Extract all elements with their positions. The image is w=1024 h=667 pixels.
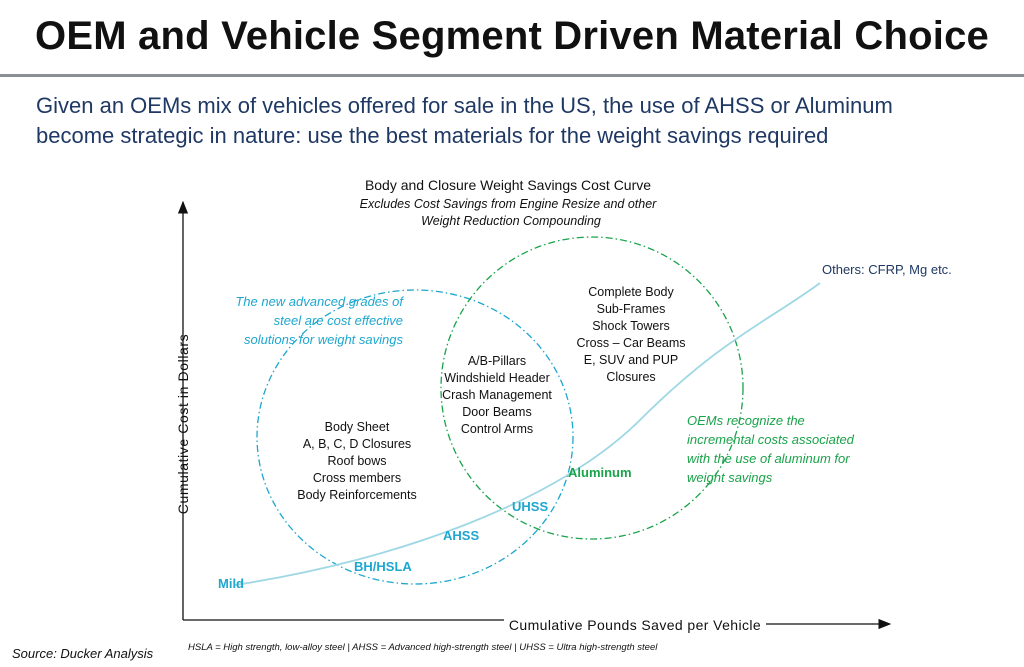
steel-part: Body Sheet [325, 420, 390, 434]
steel-note: The new advanced grades of steel are cos… [235, 294, 404, 347]
source-note: Source: Ducker Analysis [12, 646, 154, 661]
overlap-part: Windshield Header [444, 371, 550, 385]
abbreviations-note: HSLA = High strength, low-alloy steel | … [188, 642, 658, 653]
diagram-title: Body and Closure Weight Savings Cost Cur… [365, 177, 651, 193]
aluminum-note-line: with the use of aluminum for [687, 451, 850, 466]
subtitle-line-1: Given an OEMs mix of vehicles offered fo… [36, 93, 893, 118]
title-divider [0, 74, 1024, 77]
aluminum-circle [440, 236, 744, 540]
subtitle-line-2: become strategic in nature: use the best… [36, 123, 829, 148]
steel-parts-list: Body Sheet A, B, C, D Closures Roof bows… [297, 420, 417, 502]
aluminum-part: E, SUV and PUP [584, 353, 679, 367]
steel-circle [256, 289, 574, 585]
aluminum-note-line: weight savings [687, 470, 773, 485]
diagram-subtitle-2: Weight Reduction Compounding [421, 214, 601, 228]
page-title: OEM and Vehicle Segment Driven Material … [35, 14, 989, 58]
overlap-part: Door Beams [462, 405, 531, 419]
steel-note-line: steel are cost effective [274, 313, 403, 328]
steel-part: A, B, C, D Closures [303, 437, 411, 451]
aluminum-part: Closures [606, 370, 655, 384]
aluminum-part: Sub-Frames [597, 302, 666, 316]
steel-note-line: solutions for weight savings [244, 332, 403, 347]
aluminum-note: OEMs recognize the incremental costs ass… [687, 413, 855, 485]
label-others: Others: CFRP, Mg etc. [822, 262, 952, 277]
label-aluminum: Aluminum [568, 465, 632, 480]
label-mild: Mild [218, 576, 244, 591]
aluminum-note-line: incremental costs associated [687, 432, 855, 447]
aluminum-note-line: OEMs recognize the [687, 413, 805, 428]
x-axis-label: Cumulative Pounds Saved per Vehicle [509, 617, 761, 633]
y-axis-label: Cumulative Cost in Dollars [175, 334, 191, 515]
label-uhss: UHSS [512, 499, 548, 514]
aluminum-parts-list: Complete Body Sub-Frames Shock Towers Cr… [576, 285, 685, 384]
steel-note-line: The new advanced grades of [235, 294, 404, 309]
steel-part: Roof bows [327, 454, 386, 468]
overlap-part: Crash Management [442, 388, 552, 402]
cost-curve [234, 282, 821, 586]
aluminum-part: Cross – Car Beams [576, 336, 685, 350]
steel-part: Body Reinforcements [297, 488, 417, 502]
steel-part: Cross members [313, 471, 401, 485]
overlap-part: A/B-Pillars [468, 354, 526, 368]
overlap-part: Control Arms [461, 422, 533, 436]
label-bh-hsla: BH/HSLA [354, 559, 412, 574]
label-ahss: AHSS [443, 528, 479, 543]
diagram-subtitle-1: Excludes Cost Savings from Engine Resize… [360, 197, 658, 211]
aluminum-part: Complete Body [588, 285, 674, 299]
aluminum-part: Shock Towers [592, 319, 670, 333]
overlap-parts-list: A/B-Pillars Windshield Header Crash Mana… [442, 354, 552, 436]
